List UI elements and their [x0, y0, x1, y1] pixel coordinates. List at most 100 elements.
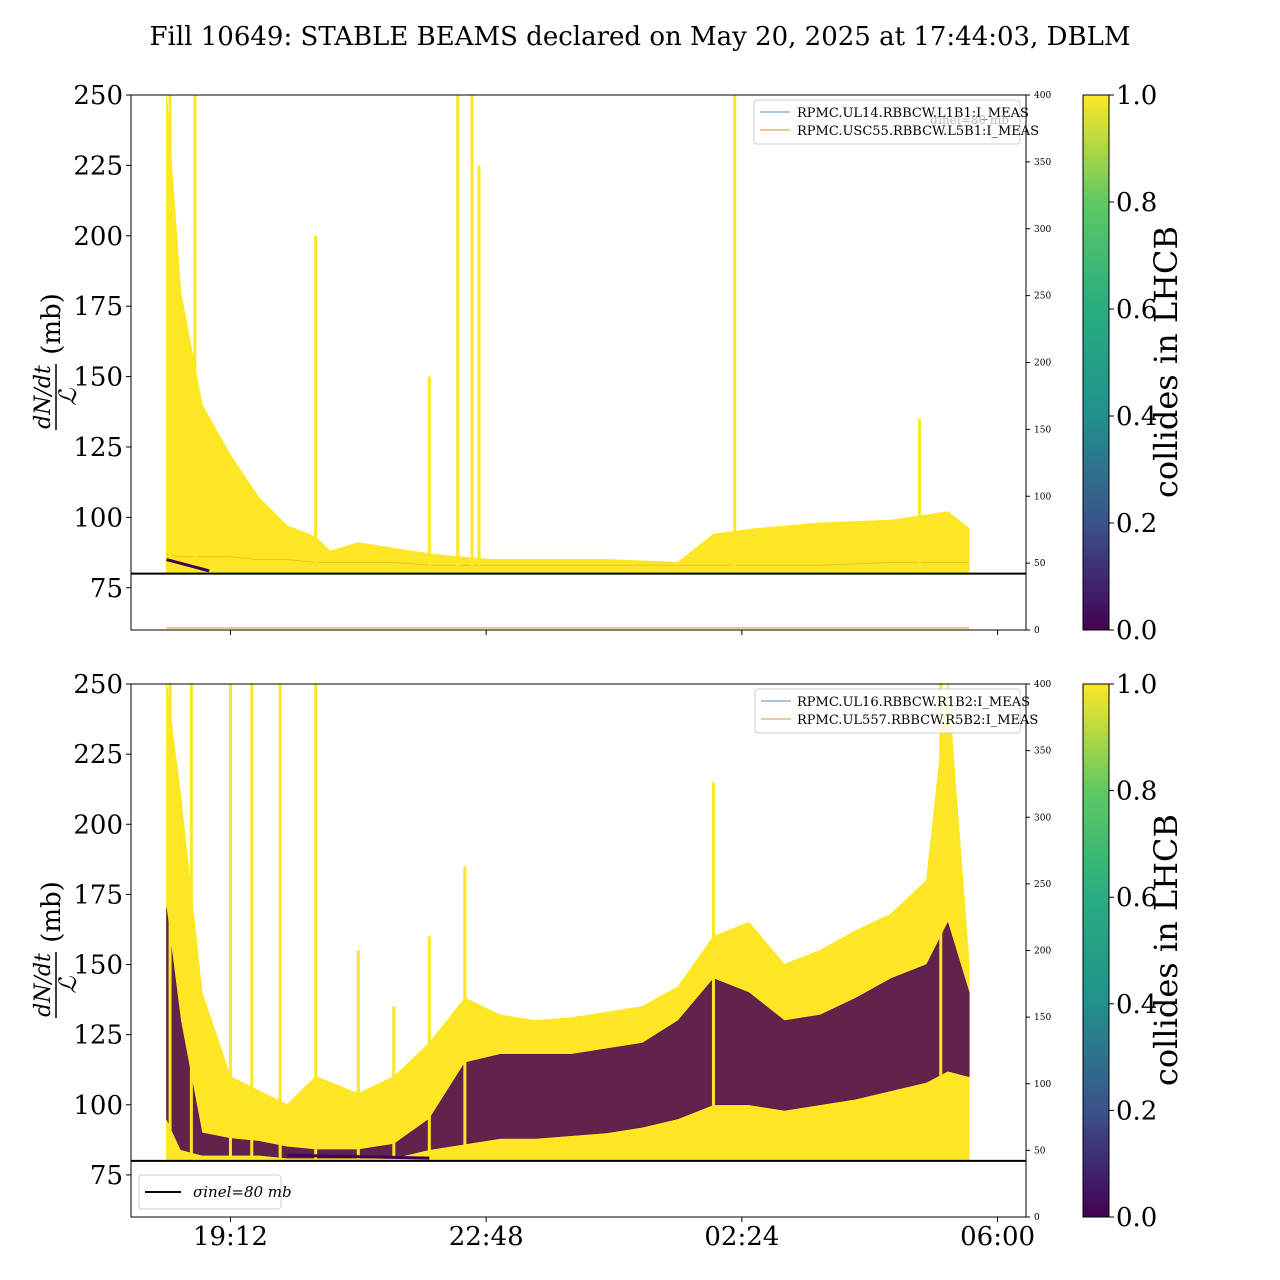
colorbar-tick-label: 0.4	[1116, 990, 1157, 1020]
top-y2-ticks: 0 50 100 150 200 250 300 350 400	[1026, 91, 1051, 636]
top-ghost-legend: σinel=80 mb	[930, 113, 1009, 127]
y-tick-label: 100	[73, 1091, 123, 1121]
bottom-colorbar: 0.0 0.2 0.4 0.6 0.8 1.0 collides in LHCB	[1082, 670, 1185, 1233]
bottom-y2-ticks: 0 50 100 150 200 250 300 350 400	[1026, 680, 1051, 1223]
y2-tick-label: 200	[1034, 947, 1051, 957]
colorbar-tick-label: 1.0	[1116, 81, 1157, 111]
y-tick-label: 125	[73, 433, 123, 463]
colorbar-tick-label: 1.0	[1116, 670, 1157, 700]
y-tick-label: 125	[73, 1021, 123, 1051]
top-colorbar: 0.0 0.2 0.4 0.6 0.8 1.0 collides in LHCB	[1082, 81, 1185, 646]
bottom-panel: 75 100 125 150 175 200 225 250 0 50 100 150 200 250 3…	[31, 670, 1185, 1252]
bottom-spike-layer	[168, 684, 943, 1161]
bottom-ylabel-denominator: ℒ	[54, 976, 82, 994]
y-tick-label: 225	[73, 151, 123, 181]
top-plot-area	[131, 95, 1026, 629]
y2-tick-label: 100	[1034, 492, 1051, 502]
y-tick-label: 175	[73, 292, 123, 322]
y2-tick-label: 400	[1034, 680, 1051, 690]
bottom-legend-label-2: RPMC.UL557.RBBCW.R5B2:I_MEAS	[797, 713, 1038, 728]
bottom-x-ticks: 19:12 22:48 02:24 06:00	[193, 1217, 1035, 1252]
top-ylabel-unit: (mb)	[37, 293, 67, 355]
baseline-trace	[166, 553, 970, 566]
top-legend-box	[753, 99, 1021, 145]
y2-tick-label: 150	[1034, 1013, 1051, 1023]
bottom-colorbar-fill	[1082, 683, 1110, 1218]
y2-tick-label: 250	[1034, 292, 1051, 302]
bottom-legend: RPMC.UL16.RBBCW.R1B2:I_MEAS RPMC.UL557.R…	[754, 688, 1038, 734]
colorbar-tick-label: 0.2	[1116, 509, 1157, 539]
y2-tick-label: 350	[1034, 158, 1051, 168]
figure-title: Fill 10649: STABLE BEAMS declared on May…	[150, 22, 1131, 52]
colorbar-tick-label: 0.4	[1116, 402, 1157, 432]
bottom-y-ticks: 75 100 125 150 175 200 225 250	[73, 670, 131, 1191]
bottom-legend-label-1: RPMC.UL16.RBBCW.R1B2:I_MEAS	[797, 695, 1030, 710]
colorbar-tick-label: 0.8	[1116, 777, 1157, 807]
bottom-ylabel-numerator: dN/dt	[31, 953, 56, 1017]
y2-tick-label: 100	[1034, 1080, 1051, 1090]
top-y-ticks: 75 100 125 150 175 200 225 250	[73, 81, 131, 604]
bottom-y-axis-label: dN/dt ℒ (mb)	[31, 881, 82, 1018]
bottom-ylabel-unit: (mb)	[37, 881, 67, 943]
top-legend-label-1: RPMC.UL14.RBBCW.L1B1:I_MEAS	[797, 106, 1029, 121]
bottom-legend-box	[754, 688, 1021, 734]
colorbar-tick-label: 0.2	[1116, 1096, 1157, 1126]
top-ylabel-denominator: ℒ	[54, 388, 82, 406]
top-ylabel-numerator: dN/dt	[31, 365, 56, 429]
y-tick-label: 250	[73, 81, 123, 111]
bottom-sigma-legend-box	[138, 1174, 282, 1210]
bottom-low-layer	[287, 1153, 430, 1160]
y2-tick-label: 50	[1034, 1146, 1046, 1156]
bottom-plot-area	[131, 684, 1026, 1162]
bottom-area-layer	[166, 684, 970, 1162]
low-series-line	[166, 558, 210, 573]
y2-tick-label: 250	[1034, 880, 1051, 890]
y2-tick-label: 300	[1034, 813, 1051, 823]
y-tick-label: 75	[90, 574, 123, 604]
bottom-colorbar-label: collides in LHCB	[1147, 814, 1185, 1086]
y-tick-label: 150	[73, 363, 123, 393]
y-tick-label: 200	[73, 222, 123, 252]
colorbar-tick-label: 0.6	[1116, 295, 1157, 325]
y2-tick-label: 300	[1034, 225, 1051, 235]
y2-tick-label: 200	[1034, 359, 1051, 369]
y2-tick-label: 50	[1034, 559, 1046, 569]
colorbar-tick-label: 0.0	[1116, 1203, 1157, 1233]
top-x-ticks	[229, 630, 999, 635]
y2-tick-label: 350	[1034, 747, 1051, 757]
y2-tick-label: 150	[1034, 425, 1051, 435]
y2-tick-label: 0	[1034, 1213, 1040, 1223]
y-tick-label: 100	[73, 503, 123, 533]
bottom-sigma-legend: σinel=80 mb	[138, 1174, 292, 1210]
y2-tick-label: 0	[1034, 626, 1040, 636]
low-series-line	[287, 1153, 430, 1160]
x-tick-label: 02:24	[704, 1222, 779, 1252]
top-legend: RPMC.UL14.RBBCW.L1B1:I_MEAS RPMC.USC55.R…	[753, 99, 1039, 145]
top-area-layer	[166, 95, 970, 575]
top-spike-layer	[168, 95, 921, 574]
top-colorbar-ticks: 0.0 0.2 0.4 0.6 0.8 1.0	[1109, 81, 1157, 646]
y-tick-label: 250	[73, 670, 123, 700]
bottom-sigma-legend-label: σinel=80 mb	[193, 1183, 292, 1201]
colorbar-tick-label: 0.6	[1116, 883, 1157, 913]
y-tick-label: 175	[73, 880, 123, 910]
envelope-area	[166, 95, 970, 575]
y-tick-label: 225	[73, 740, 123, 770]
bottom-colorbar-ticks: 0.0 0.2 0.4 0.6 0.8 1.0	[1109, 670, 1157, 1233]
top-panel: 75 100 125 150 175 200 225 250 0 50 100 150 200 250 3…	[31, 81, 1185, 646]
top-colorbar-fill	[1082, 94, 1110, 631]
y2-tick-label: 400	[1034, 91, 1051, 101]
colorbar-tick-label: 0.0	[1116, 616, 1157, 646]
x-tick-label: 06:00	[960, 1222, 1035, 1252]
top-colorbar-label: collides in LHCB	[1147, 226, 1185, 498]
x-tick-label: 19:12	[193, 1222, 268, 1252]
x-tick-label: 22:48	[449, 1222, 524, 1252]
colorbar-tick-label: 0.8	[1116, 188, 1157, 218]
y-tick-label: 200	[73, 810, 123, 840]
y-tick-label: 75	[90, 1161, 123, 1191]
top-low-layer	[166, 558, 210, 573]
y-tick-label: 150	[73, 951, 123, 981]
top-legend-label-2: RPMC.USC55.RBBCW.L5B1:I_MEAS	[797, 124, 1039, 139]
top-y-axis-label: dN/dt ℒ (mb)	[31, 293, 82, 430]
